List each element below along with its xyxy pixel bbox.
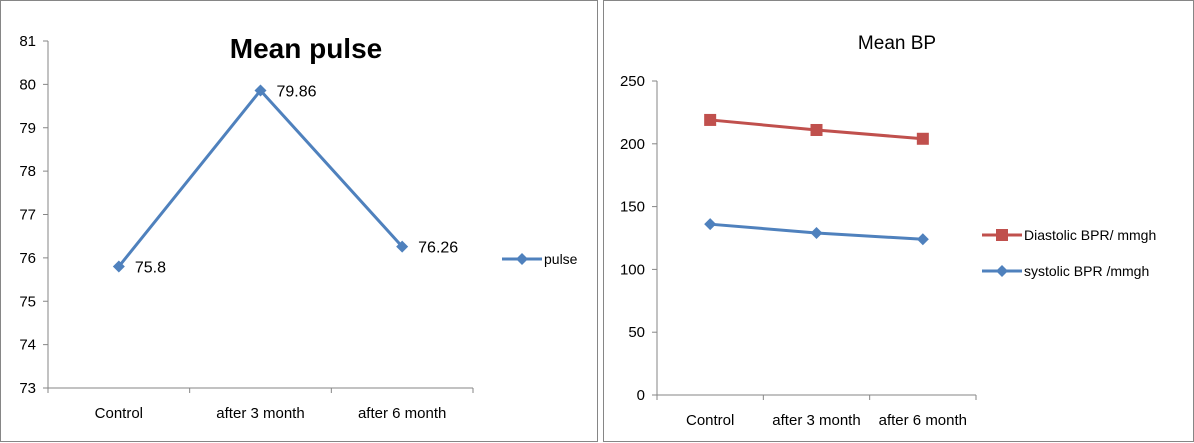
x-tick-label: after 6 month [358, 405, 446, 422]
bp-chart-panel: 0 50 100 150 200 250 Control after 3 month after… [603, 0, 1194, 442]
chart-title: Mean BP [858, 33, 936, 54]
legend-label: Diastolic BPR/ mmgh [1024, 227, 1156, 243]
data-point [704, 218, 717, 231]
chart-title: Mean pulse [230, 33, 382, 64]
pulse-chart-panel: 73 74 75 76 77 78 79 80 81 Control after 3 month af… [0, 0, 598, 442]
legend-marker [996, 229, 1008, 241]
y-tick-label: 81 [19, 33, 36, 50]
bp-chart: 0 50 100 150 200 250 Control after 3 month after… [620, 33, 1156, 429]
y-tick-label: 150 [620, 199, 645, 216]
data-label: 76.26 [418, 240, 458, 257]
y-tick-label: 50 [628, 324, 645, 341]
y-tick-label: 78 [19, 163, 36, 180]
data-label: 75.8 [135, 260, 166, 277]
series-line [117, 88, 404, 268]
y-tick-label: 73 [19, 380, 36, 397]
y-tick-label: 74 [19, 337, 36, 354]
data-point [112, 260, 125, 273]
legend-marker [516, 253, 528, 265]
data-point [396, 240, 409, 253]
data-label: 79.86 [277, 83, 317, 100]
legend-marker [996, 265, 1008, 277]
y-tick-label: 0 [637, 387, 645, 404]
data-point [916, 233, 929, 246]
legend-label: systolic BPR /mmgh [1024, 263, 1149, 279]
x-tick-label: after 6 month [879, 412, 967, 429]
x-tick-label: after 3 month [772, 412, 860, 429]
x-tick-label: Control [95, 405, 143, 422]
y-tick-label: 100 [620, 261, 645, 278]
y-tick-label: 200 [620, 136, 645, 153]
data-point [810, 226, 823, 239]
y-tick-label: 80 [19, 76, 36, 93]
x-tick-label: Control [686, 412, 734, 429]
data-point [810, 123, 823, 136]
data-point [916, 132, 929, 145]
data-point [704, 113, 717, 126]
y-tick-label: 77 [19, 207, 36, 224]
y-tick-label: 79 [19, 120, 36, 137]
y-tick-label: 250 [620, 73, 645, 90]
x-tick-label: after 3 month [216, 405, 304, 422]
legend-label: pulse [544, 251, 578, 267]
y-tick-label: 76 [19, 250, 36, 267]
y-tick-label: 75 [19, 293, 36, 310]
pulse-chart: 73 74 75 76 77 78 79 80 81 Control after 3 month af… [19, 33, 578, 422]
data-point [254, 84, 267, 97]
